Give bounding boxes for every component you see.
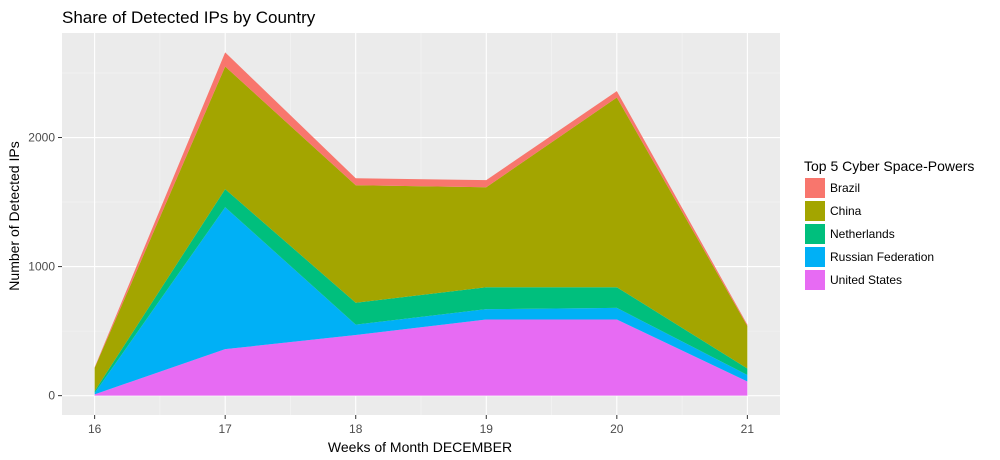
legend-label-china: China	[830, 204, 862, 218]
legend-label-russian-federation: Russian Federation	[830, 250, 934, 264]
legend: Top 5 Cyber Space-Powers Brazil China Neth…	[804, 158, 974, 290]
legend-key-china	[805, 201, 825, 221]
y-axis-title: Number of Detected IPs	[6, 141, 22, 290]
y-tick-label: 1000	[28, 260, 55, 274]
legend-title: Top 5 Cyber Space-Powers	[804, 158, 974, 174]
y-axis: 0 1000 2000	[28, 131, 62, 403]
area-netherlands	[94, 189, 748, 394]
legend-key-united-states	[805, 270, 825, 290]
stacked-areas	[94, 52, 748, 396]
x-tick-label: 17	[219, 422, 233, 436]
legend-key-brazil	[805, 178, 825, 198]
area-united-states	[94, 319, 748, 396]
area-china	[94, 66, 748, 392]
y-tick-label: 2000	[28, 131, 55, 145]
legend-key-russian-federation	[805, 247, 825, 267]
x-tick-label: 18	[349, 422, 363, 436]
x-axis: 16 17 18 19 20 21	[88, 415, 754, 436]
x-tick-label: 19	[480, 422, 494, 436]
legend-label-brazil: Brazil	[830, 181, 860, 195]
x-tick-label: 16	[88, 422, 102, 436]
legend-key-netherlands	[805, 224, 825, 244]
area-russian-federation	[94, 207, 748, 395]
y-tick-label: 0	[48, 389, 55, 403]
legend-label-united-states: United States	[830, 273, 902, 287]
x-tick-label: 21	[741, 422, 755, 436]
x-axis-title: Weeks of Month DECEMBER	[328, 439, 512, 455]
chart-title: Share of Detected IPs by Country	[62, 8, 316, 27]
x-tick-label: 20	[610, 422, 624, 436]
legend-label-netherlands: Netherlands	[830, 227, 895, 241]
